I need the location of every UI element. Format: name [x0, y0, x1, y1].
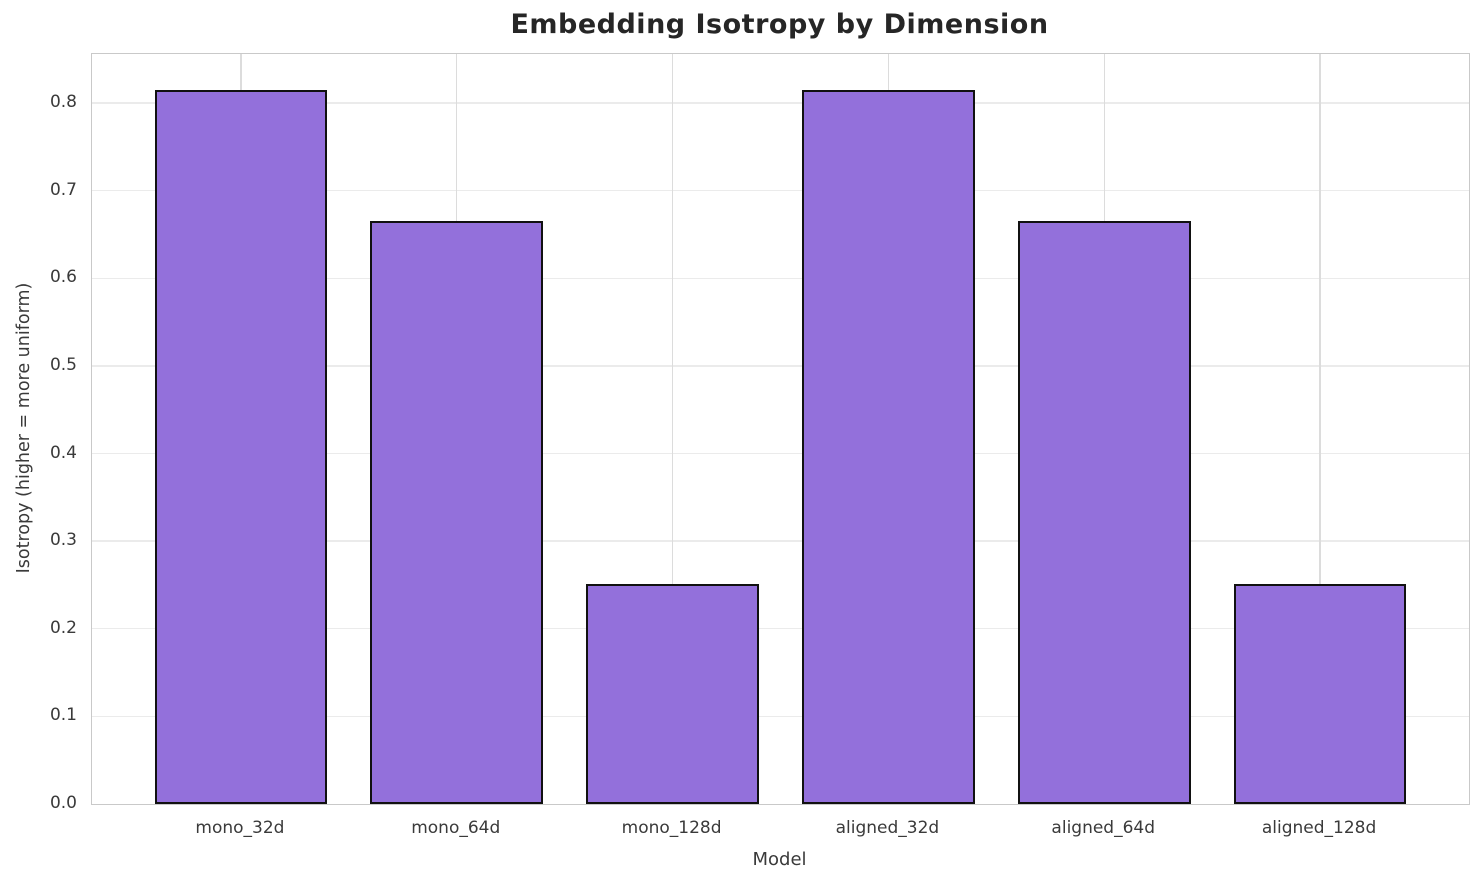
bar-mono_128d: [586, 584, 759, 804]
y-tick-label: 0.2: [49, 617, 77, 638]
h-gridline: [92, 540, 1469, 542]
chart-title: Embedding Isotropy by Dimension: [510, 9, 1049, 40]
h-gridline: [92, 452, 1469, 455]
y-tick-label: 0.6: [49, 267, 77, 288]
y-tick-label: 0.5: [49, 354, 77, 375]
v-gridline: [671, 54, 674, 804]
h-gridline: [92, 715, 1469, 718]
bar-aligned_32d: [802, 89, 975, 804]
bar-mono_64d: [370, 221, 544, 804]
bar-mono_32d: [154, 89, 328, 804]
h-gridline: [92, 277, 1469, 279]
h-gridline: [92, 189, 1469, 192]
bar-aligned_64d: [1017, 221, 1191, 804]
h-gridline: [92, 628, 1469, 630]
x-tick-label: aligned_32d: [835, 818, 940, 838]
y-tick-label: 0.8: [49, 92, 77, 113]
h-gridline: [92, 365, 1469, 367]
y-tick-label: 0.0: [49, 793, 77, 813]
x-tick-label: mono_32d: [195, 818, 285, 838]
y-tick-label: 0.1: [49, 705, 77, 726]
v-gridline: [1319, 54, 1321, 804]
x-axis-label: Model: [752, 849, 807, 870]
x-tick-label: mono_128d: [621, 818, 722, 838]
x-tick-label: aligned_64d: [1051, 818, 1156, 838]
y-tick-label: 0.4: [49, 442, 77, 463]
x-tick-label: mono_64d: [411, 818, 501, 838]
bar-aligned_128d: [1233, 584, 1407, 804]
y-tick-label: 0.3: [49, 530, 77, 551]
plot-area: [91, 53, 1470, 805]
h-gridline: [92, 102, 1469, 104]
x-tick-label: aligned_128d: [1261, 818, 1377, 838]
y-tick-label: 0.7: [49, 179, 77, 200]
